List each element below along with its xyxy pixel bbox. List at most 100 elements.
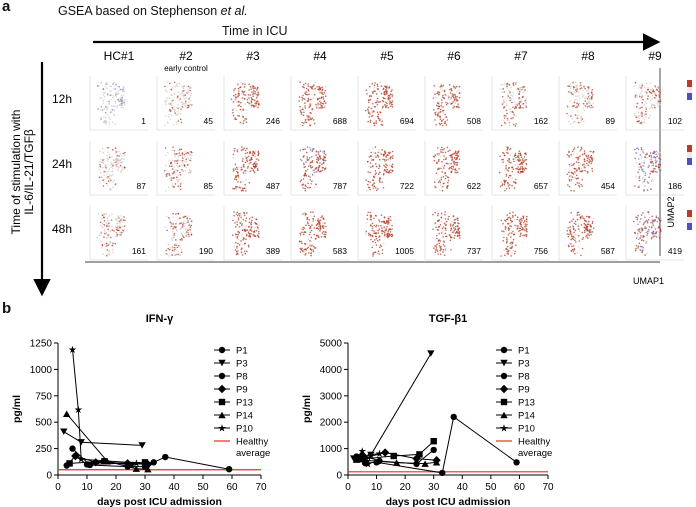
cell-count: 85	[204, 181, 214, 191]
y-tick-label: 1000	[30, 365, 53, 376]
umap-panel: 1	[89, 76, 148, 131]
cell-count: 1005	[395, 246, 414, 256]
column-label: #5	[380, 49, 394, 63]
x-tick-label: 60	[226, 482, 238, 493]
data-point	[500, 346, 508, 354]
cell-count: 688	[333, 116, 347, 126]
cell-count: 1	[141, 116, 146, 126]
umap1-label: UMAP1	[633, 276, 664, 286]
column-label: #6	[447, 49, 461, 63]
series-line	[72, 349, 148, 465]
chart-title: TGF-β1	[429, 313, 468, 325]
y-tick-label: 750	[35, 391, 52, 402]
umap-panel: 508	[424, 76, 483, 131]
data-point	[101, 458, 108, 465]
x-axis-label: days post ICU admission	[386, 496, 511, 507]
umap-panel: 246	[223, 76, 282, 131]
umap-panel: 454	[558, 141, 617, 196]
x-axis-label: days post ICU admission	[97, 496, 222, 507]
column-sublabel: early control	[164, 64, 208, 73]
data-point	[71, 451, 80, 461]
y-tick-label: 3000	[320, 391, 343, 402]
data-point	[500, 372, 508, 380]
color-scale-bar	[687, 210, 692, 230]
x-tick-label: 40	[457, 482, 469, 493]
cell-count: 737	[467, 246, 481, 256]
cell-count: 694	[400, 116, 414, 126]
data-point	[500, 359, 508, 367]
y-tick-label: 1250	[30, 339, 53, 350]
data-point	[86, 461, 94, 469]
data-point	[352, 456, 361, 463]
data-point	[60, 428, 68, 435]
umap-panel: 657	[491, 141, 550, 196]
chart-title: IFN-γ	[146, 313, 174, 325]
data-point	[430, 438, 437, 445]
y-arrow-label-line2: IL-6/IL-21/TGFβ	[22, 129, 36, 215]
cell-count: 787	[333, 181, 347, 191]
color-scale-bar	[687, 80, 692, 100]
x-tick-label: 70	[542, 482, 554, 493]
panel-b-letter: b	[2, 300, 12, 317]
data-point	[141, 459, 149, 466]
series-line	[356, 459, 437, 465]
umap-panel: 85	[156, 141, 215, 196]
y-tick-label: 250	[35, 444, 52, 455]
data-point	[390, 452, 397, 460]
legend-healthy-label-2: average	[236, 448, 270, 459]
data-point	[421, 460, 429, 467]
cell-count: 246	[266, 116, 280, 126]
data-point	[380, 448, 390, 457]
umap-panel: 45	[156, 76, 215, 131]
cell-count: 389	[266, 246, 280, 256]
data-point	[127, 461, 134, 469]
legend-label: P10	[236, 424, 253, 435]
data-point	[218, 346, 226, 354]
data-point	[218, 372, 226, 380]
cell-count: 45	[204, 116, 214, 126]
data-point	[77, 439, 85, 446]
x-tick-label: 0	[55, 482, 61, 493]
series-line	[353, 353, 432, 460]
data-point	[144, 465, 152, 473]
x-tick-label: 40	[168, 482, 180, 493]
umap-panel: 89	[558, 76, 617, 131]
legend-healthy-label: Healthy	[518, 437, 550, 448]
data-point	[416, 451, 423, 458]
series-line	[361, 450, 380, 466]
series-line	[69, 460, 146, 466]
x-tick-label: 10	[81, 482, 93, 493]
umap-panel: 688	[290, 76, 349, 131]
x-tick-label: 10	[371, 482, 383, 493]
cell-count: 622	[467, 181, 481, 191]
legend-label: P8	[518, 372, 530, 383]
x-tick-label: 60	[514, 482, 526, 493]
legend-label: P13	[518, 398, 535, 409]
color-scale-bar	[687, 145, 692, 165]
data-point	[430, 446, 437, 454]
panel-a-letter: a	[2, 0, 11, 15]
column-label: #4	[313, 49, 327, 63]
data-point: ★	[375, 449, 384, 460]
x-tick-label: 20	[400, 482, 412, 493]
legend-label: P1	[236, 346, 248, 357]
column-label: #9	[648, 49, 662, 63]
umap-panel: 161	[89, 206, 148, 261]
umap-panel: 622	[424, 141, 483, 196]
y-axis-label: pg/ml	[11, 395, 23, 423]
panel-a-title-italic: et al.	[220, 4, 248, 18]
y-tick-label: 5000	[320, 339, 343, 350]
umap-panel: 190	[156, 206, 215, 261]
umap-grid: 1 45 246 688 694 508 162 89 102 87 85 487 787 722 622 6…	[89, 76, 692, 261]
row-label: 48h	[52, 222, 72, 236]
data-point	[218, 411, 226, 419]
column-label: #3	[246, 49, 260, 63]
cell-count: 419	[668, 246, 682, 256]
x-tick-label: 30	[139, 482, 151, 493]
data-point	[500, 398, 508, 406]
data-point	[225, 465, 233, 473]
column-labels: HC#1 #2 #3 #4 #5 #6 #7 #8 #9 early control	[104, 49, 662, 73]
y-axis-label: pg/ml	[301, 395, 313, 423]
series-line	[359, 440, 435, 460]
cell-count: 87	[137, 181, 147, 191]
